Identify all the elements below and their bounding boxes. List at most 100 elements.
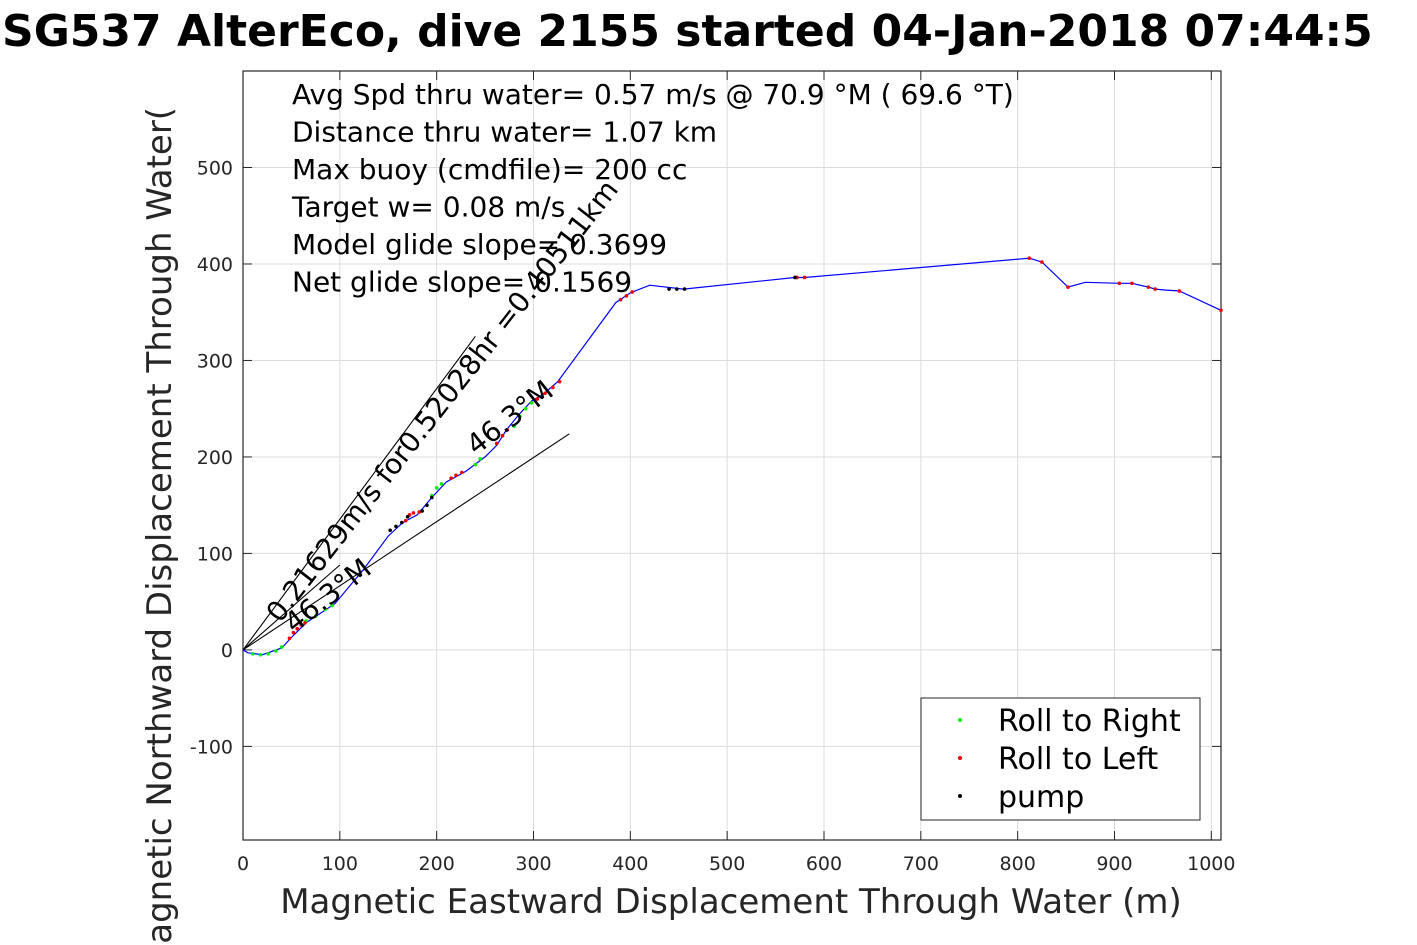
data-point [667, 287, 671, 291]
data-point [291, 630, 296, 635]
reference-line [242, 564, 341, 651]
plot-frame [242, 70, 1222, 841]
stats-annotation: Avg Spd thru water= 0.57 m/s @ 70.9 °M (… [292, 78, 1014, 111]
data-point [411, 511, 416, 515]
data-point [434, 486, 439, 490]
data-point [1066, 285, 1070, 289]
reference-line [242, 336, 476, 651]
data-point [529, 401, 534, 405]
data-point [287, 636, 292, 641]
stats-annotation: Net glide slope= 0.1569 [292, 266, 632, 299]
data-point [505, 428, 510, 432]
data-point [313, 614, 318, 618]
y-tick-label: 500 [197, 157, 233, 179]
data-point [388, 528, 392, 533]
data-point [1146, 285, 1151, 289]
x-tick-label: 900 [1096, 853, 1132, 875]
x-tick-label: 400 [612, 853, 648, 875]
x-tick-label: 600 [806, 853, 842, 875]
data-point [551, 385, 555, 390]
data-point [403, 518, 408, 523]
legend-label: Roll to Left [998, 742, 1158, 777]
data-point [394, 524, 398, 529]
data-point [494, 441, 499, 446]
data-point [420, 509, 424, 513]
data-point [1219, 308, 1223, 313]
data-point [518, 414, 522, 419]
data-point [1153, 287, 1157, 291]
y-tick-labels: -100 0 100 200 300 400 500 [190, 157, 233, 758]
stats-annotations: Avg Spd thru water= 0.57 m/s @ 70.9 °M (… [291, 78, 1014, 299]
data-point [295, 626, 300, 631]
data-point [557, 379, 562, 384]
x-tick-labels: 0 100 200 300 400 500 600 700 800 900 1000 [237, 853, 1236, 875]
rotated-label: 46.3°M [460, 374, 560, 462]
data-point [630, 290, 635, 294]
x-tick-label: 100 [322, 853, 358, 875]
data-point [802, 275, 807, 280]
data-point [682, 287, 687, 291]
y-tick-label: 300 [197, 350, 233, 372]
data-point [1040, 260, 1044, 264]
x-tick-label: 200 [419, 853, 455, 875]
data-point [330, 603, 334, 608]
data-point [454, 473, 458, 478]
data-point [1027, 256, 1032, 260]
data-point [543, 391, 547, 396]
legend-marker [958, 718, 962, 722]
x-tick-label: 300 [515, 853, 551, 875]
y-tick-label: 0 [221, 640, 233, 662]
data-point [460, 470, 464, 475]
data-point [618, 297, 623, 302]
data-point [500, 433, 505, 438]
x-tick-label: 1000 [1187, 853, 1235, 875]
data-point [535, 397, 540, 401]
stats-annotation: Max buoy (cmdfile)= 200 cc [292, 153, 687, 186]
data-point [299, 623, 303, 627]
data-point [439, 482, 444, 486]
stats-annotation: Distance thru water= 1.07 km [292, 116, 717, 149]
y-axis-label: Magnetic Northward Displacement Through … [140, 107, 180, 945]
stats-annotation: Model glide slope= 0.3699 [292, 228, 667, 261]
chart-title: SG537 AlterEco, dive 2155 started 04-Jan… [2, 6, 1373, 57]
data-point [512, 424, 516, 428]
x-tick-label: 700 [903, 853, 939, 875]
y-tick-label: 400 [197, 254, 233, 276]
data-point [473, 462, 478, 467]
reference-lines [242, 336, 570, 651]
x-tick-label: 500 [709, 853, 745, 875]
data-point [417, 510, 422, 514]
data-points [250, 256, 1223, 657]
data-point [1130, 281, 1134, 286]
data-point [624, 294, 629, 298]
data-point [449, 476, 453, 480]
data-point [400, 520, 404, 525]
grid-lines [243, 71, 1221, 840]
legend-label: pump [998, 780, 1084, 815]
data-point [425, 503, 429, 507]
data-point [523, 406, 528, 411]
stats-annotation: Target w= 0.08 m/s [291, 191, 565, 224]
data-point [405, 514, 410, 519]
data-point [279, 645, 284, 649]
x-tick-label: 800 [1000, 853, 1036, 875]
x-tick-label: 0 [237, 853, 249, 875]
data-point [323, 607, 328, 612]
legend-marker [958, 756, 962, 760]
tick-marks [242, 71, 1221, 840]
legend-box [920, 697, 1201, 821]
data-point [303, 621, 307, 625]
data-point [250, 651, 255, 656]
reference-line [242, 433, 570, 651]
data-point [675, 287, 679, 291]
legend-label: Roll to Right [998, 704, 1181, 739]
data-point [266, 651, 270, 656]
data-point [430, 495, 434, 500]
x-axis-label: Magnetic Eastward Displacement Through W… [280, 882, 1182, 922]
data-point [258, 652, 263, 657]
y-tick-label: 200 [197, 447, 233, 469]
data-point [274, 649, 278, 653]
data-point [478, 457, 483, 461]
